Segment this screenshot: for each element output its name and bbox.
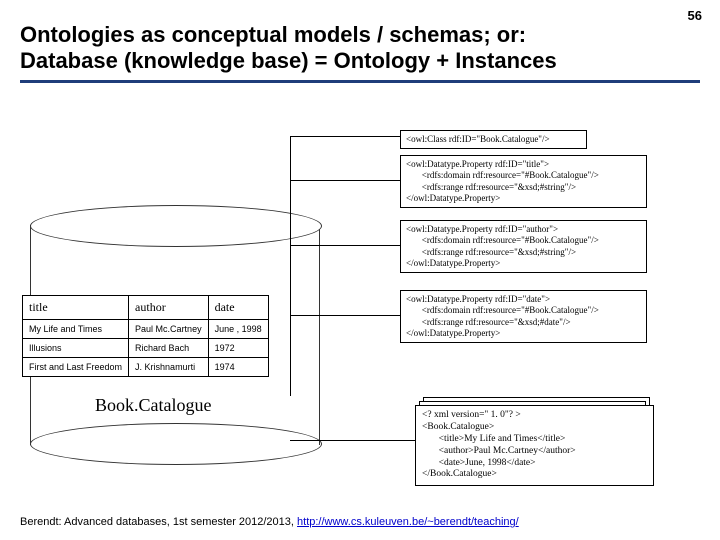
table-row: My Life and Times Paul Mc.Cartney June ,… — [23, 320, 269, 339]
owl-title-box: <owl:Datatype.Property rdf:ID="title"> <… — [400, 155, 647, 208]
book-table: title author date My Life and Times Paul… — [22, 295, 269, 377]
cylinder-bottom — [30, 423, 322, 465]
page-number: 56 — [688, 8, 702, 23]
connector — [290, 245, 400, 246]
owl-date-box: <owl:Datatype.Property rdf:ID="date"> <r… — [400, 290, 647, 343]
xml-instance-stack: <? xml version=" 1. 0"? > <Book.Catalogu… — [415, 405, 640, 493]
footer-link[interactable]: http://www.cs.kuleuven.be/~berendt/teach… — [297, 516, 519, 528]
title-underline — [20, 80, 700, 83]
cylinder-side — [319, 225, 320, 445]
cylinder-top — [30, 205, 322, 247]
col-date: date — [208, 296, 268, 320]
col-author: author — [129, 296, 209, 320]
xml-instance-box: <? xml version=" 1. 0"? > <Book.Catalogu… — [415, 405, 654, 486]
connector — [290, 180, 400, 181]
owl-author-box: <owl:Datatype.Property rdf:ID="author"> … — [400, 220, 647, 273]
owl-class-box: <owl:Class rdf:ID="Book.Catalogue"/> — [400, 130, 587, 149]
slide-title: Ontologies as conceptual models / schema… — [20, 22, 660, 75]
table-row: Illusions Richard Bach 1972 — [23, 339, 269, 358]
connector — [290, 136, 291, 396]
connector — [290, 315, 400, 316]
connector — [290, 136, 400, 137]
footer: Berendt: Advanced databases, 1st semeste… — [20, 516, 700, 528]
connector — [290, 440, 415, 441]
table-header-row: title author date — [23, 296, 269, 320]
footer-text: Berendt: Advanced databases, 1st semeste… — [20, 516, 297, 528]
col-title: title — [23, 296, 129, 320]
table-row: First and Last Freedom J. Krishnamurti 1… — [23, 358, 269, 377]
catalog-label: Book.Catalogue — [95, 395, 211, 416]
